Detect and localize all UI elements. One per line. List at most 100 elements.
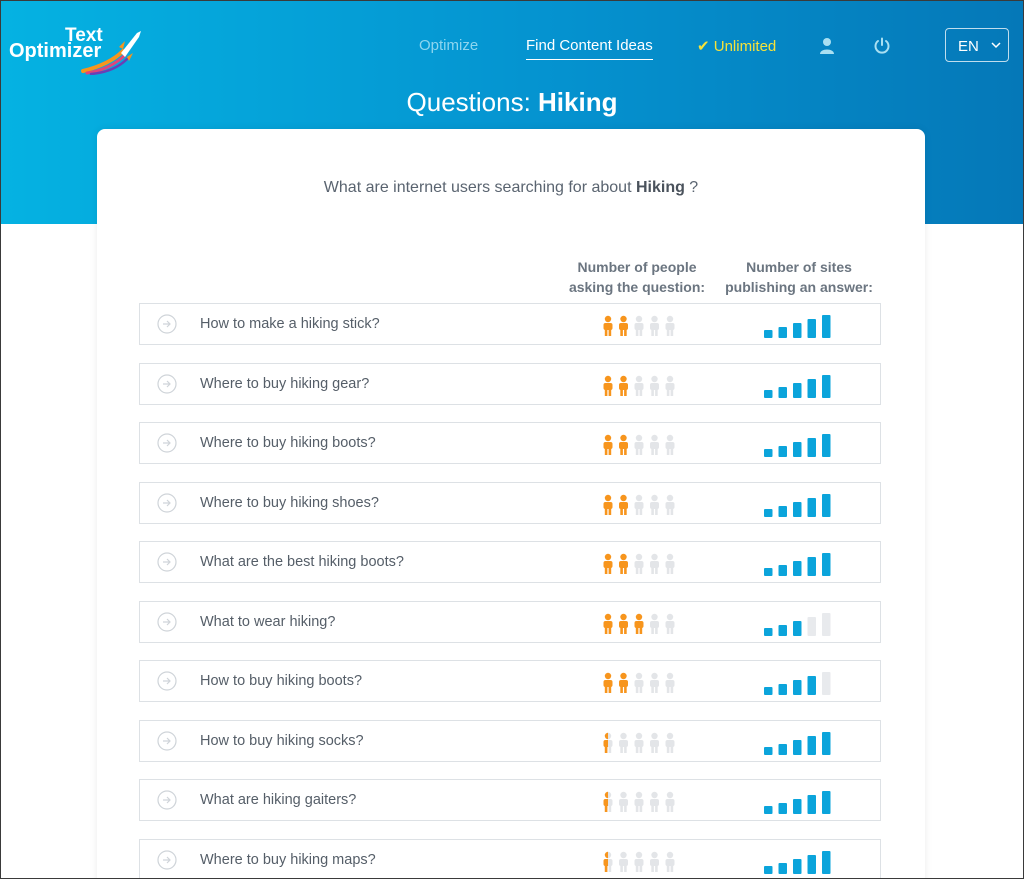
sites-rating [764, 434, 831, 457]
question-row[interactable]: What are hiking gaiters? [139, 779, 881, 821]
person-icon [619, 732, 628, 753]
question-row[interactable]: What are the best hiking boots? [139, 541, 881, 583]
people-rating [603, 375, 675, 396]
column-header-sites-line2: publishing an answer: [725, 279, 873, 295]
arrow-circle-icon[interactable] [157, 314, 177, 334]
logo-text-bottom: Optimizer [9, 40, 102, 62]
person-icon [634, 553, 644, 574]
arrow-circle-icon[interactable] [157, 790, 177, 810]
arrow-circle-icon[interactable] [157, 611, 177, 632]
person-icon [634, 732, 644, 753]
sites-bar [822, 374, 831, 398]
arrow-circle-icon[interactable] [157, 433, 177, 453]
person-icon [634, 315, 644, 336]
sites-bar [778, 743, 787, 755]
people-rating [603, 553, 675, 574]
person-icon [619, 672, 628, 693]
arrow-circle-icon[interactable] [157, 373, 177, 394]
person-icon [650, 553, 659, 574]
sites-bar [778, 386, 787, 398]
question-row[interactable]: What to wear hiking? [139, 600, 881, 643]
power-icon[interactable] [873, 37, 891, 55]
arrow-circle-icon[interactable] [157, 552, 177, 572]
question-row[interactable]: Where to buy hiking gear? [139, 362, 881, 405]
question-row[interactable]: How to buy hiking socks? [139, 719, 881, 762]
question-text[interactable]: Where to buy hiking maps? [200, 851, 376, 868]
arrow-circle-icon[interactable] [157, 671, 177, 691]
person-icon [634, 494, 644, 515]
person-icon [619, 375, 628, 396]
arrow-circle-icon[interactable] [157, 849, 177, 870]
person-icon [603, 851, 613, 872]
sites-bar [793, 561, 802, 576]
plan-status[interactable]: ✔ Unlimited [697, 38, 777, 55]
person-icon [650, 851, 659, 872]
question-row[interactable]: Where to buy hiking boots? [139, 422, 881, 464]
person-icon [603, 375, 613, 396]
arrow-circle-icon[interactable] [157, 492, 177, 513]
sites-bar [807, 735, 816, 755]
sites-bar [793, 799, 802, 814]
arrow-circle-icon[interactable] [157, 730, 177, 751]
sites-bar [807, 676, 816, 695]
column-header-people-line2: asking the question: [568, 279, 706, 295]
sites-bar [822, 731, 831, 755]
question-text[interactable]: What are the best hiking boots? [200, 554, 404, 570]
person-icon [650, 494, 659, 515]
subtitle-prefix: What are internet users searching for ab… [323, 179, 636, 196]
question-text[interactable]: What to wear hiking? [200, 613, 336, 630]
question-row[interactable]: How to make a hiking stick? [139, 303, 881, 345]
question-row[interactable]: Where to buy hiking maps? [139, 838, 881, 878]
person-icon [634, 791, 644, 812]
people-rating [603, 434, 675, 455]
people-rating [603, 672, 675, 693]
question-text[interactable]: How to make a hiking stick? [200, 316, 380, 332]
person-icon [665, 732, 675, 753]
sites-bar [793, 382, 802, 398]
sites-bar [793, 323, 802, 338]
sites-bar [764, 449, 773, 457]
card-subtitle: What are internet users searching for ab… [97, 179, 925, 197]
question-text[interactable]: Where to buy hiking gear? [200, 375, 370, 392]
sites-bar [822, 850, 831, 874]
question-text[interactable]: How to buy hiking boots? [200, 673, 363, 689]
person-icon [634, 375, 644, 396]
language-select[interactable]: EN [945, 28, 1009, 62]
sites-bar [807, 378, 816, 398]
sites-bar [807, 557, 816, 576]
logo-text-top: Text [65, 25, 103, 46]
column-header-people-line1: Number of people [577, 259, 697, 275]
person-icon [650, 375, 659, 396]
sites-bar [793, 680, 802, 695]
question-row[interactable]: How to buy hiking boots? [139, 660, 881, 702]
person-icon [665, 494, 675, 515]
page-title-prefix: Questions: [406, 87, 539, 117]
sites-bar [822, 612, 831, 636]
nav-find-content-ideas[interactable]: Find Content Ideas [526, 37, 653, 60]
question-text[interactable]: Where to buy hiking boots? [200, 435, 376, 451]
question-text[interactable]: Where to buy hiking shoes? [200, 494, 379, 511]
sites-bar [822, 672, 831, 695]
sites-bar [764, 330, 773, 338]
sites-bar [793, 501, 802, 517]
column-header-people: Number of people asking the question: [552, 257, 722, 297]
sites-bar [822, 791, 831, 814]
user-icon[interactable] [818, 37, 836, 55]
nav-optimize[interactable]: Optimize [419, 37, 479, 54]
sites-rating [764, 672, 831, 695]
person-icon [603, 315, 613, 336]
subtitle-suffix: ? [684, 179, 699, 196]
question-text[interactable]: What are hiking gaiters? [200, 792, 357, 808]
page-title: Questions: Hiking [1, 87, 1023, 118]
logo[interactable]: Text Optimizer [9, 25, 149, 75]
person-icon [619, 494, 628, 515]
question-text[interactable]: How to buy hiking socks? [200, 732, 364, 749]
people-rating [603, 494, 675, 515]
question-row[interactable]: Where to buy hiking shoes? [139, 481, 881, 524]
sites-bar [793, 620, 802, 636]
sites-bar [778, 624, 787, 636]
sites-rating [764, 731, 831, 755]
sites-bar [778, 327, 787, 338]
sites-rating [764, 791, 831, 814]
